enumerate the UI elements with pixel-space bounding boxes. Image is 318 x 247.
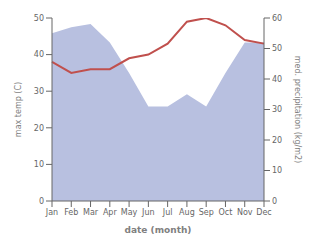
svg-text:0: 0: [272, 197, 277, 206]
svg-text:50: 50: [272, 44, 282, 53]
svg-text:40: 40: [34, 50, 44, 59]
svg-text:0: 0: [39, 197, 44, 206]
svg-text:Nov: Nov: [237, 208, 253, 217]
svg-text:May: May: [121, 208, 138, 217]
svg-text:60: 60: [272, 14, 282, 23]
svg-text:Oct: Oct: [219, 208, 233, 217]
svg-text:max temp (C): max temp (C): [14, 82, 23, 137]
svg-text:Jul: Jul: [162, 208, 173, 217]
svg-text:Apr: Apr: [103, 208, 118, 217]
svg-text:Dec: Dec: [256, 208, 271, 217]
svg-text:20: 20: [34, 124, 44, 133]
svg-text:10: 10: [272, 166, 282, 175]
svg-text:Mar: Mar: [83, 208, 99, 217]
svg-text:Jan: Jan: [45, 208, 58, 217]
svg-text:date (month): date (month): [125, 225, 192, 235]
svg-text:10: 10: [34, 160, 44, 169]
svg-text:50: 50: [34, 14, 44, 23]
svg-text:40: 40: [272, 75, 282, 84]
svg-text:Sep: Sep: [199, 208, 214, 217]
svg-text:med. precipitation (kg/m2): med. precipitation (kg/m2): [293, 56, 302, 163]
svg-text:Feb: Feb: [64, 208, 78, 217]
svg-text:Jun: Jun: [141, 208, 155, 217]
svg-text:20: 20: [272, 136, 282, 145]
svg-text:30: 30: [272, 105, 282, 114]
svg-text:30: 30: [34, 87, 44, 96]
svg-text:Aug: Aug: [179, 208, 195, 217]
